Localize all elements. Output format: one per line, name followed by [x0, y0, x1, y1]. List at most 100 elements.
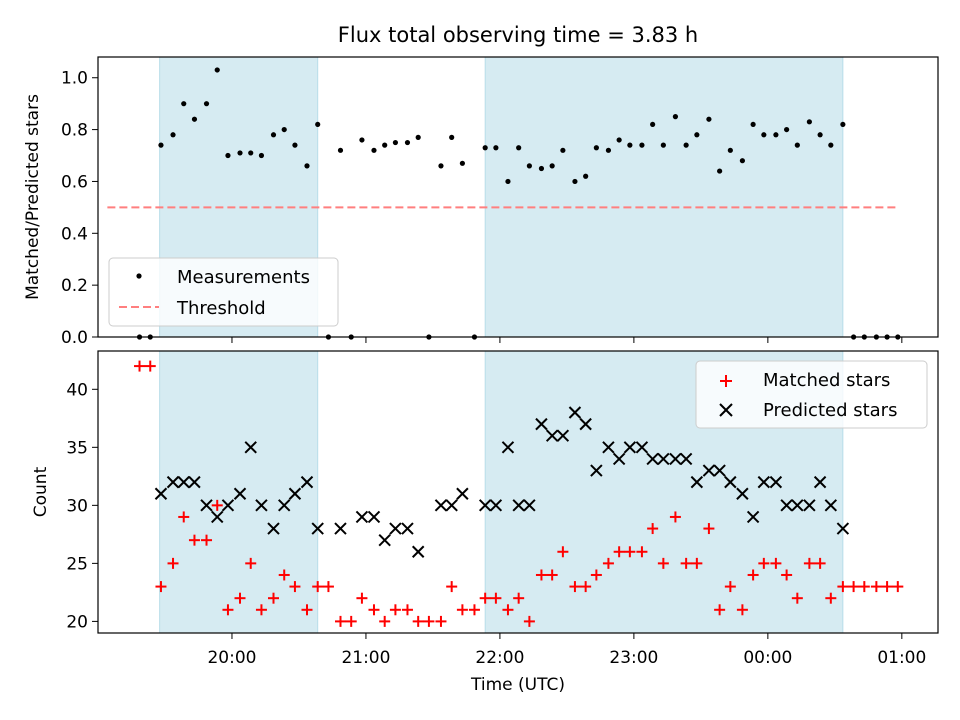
- measurement-point: [840, 121, 846, 128]
- measurement-point: [482, 145, 488, 151]
- measurement-point: [828, 142, 834, 148]
- measurement-point: [572, 178, 578, 185]
- measurement-point: [449, 134, 455, 140]
- matched-point: [636, 546, 648, 558]
- matched-point: [167, 557, 179, 569]
- matched-point: [858, 581, 870, 593]
- measurement-point: [784, 126, 790, 133]
- measurement-point: [794, 142, 800, 148]
- predicted-point: [824, 499, 838, 512]
- predicted-point: [602, 441, 615, 454]
- matched-point: [389, 604, 401, 616]
- predicted-point: [669, 452, 682, 466]
- matched-point: [613, 546, 625, 558]
- measurement-point: [739, 158, 746, 164]
- measurement-point: [616, 137, 622, 143]
- predicted-point: [288, 487, 302, 500]
- matched-point: [781, 569, 793, 581]
- matched-point: [222, 604, 234, 616]
- matched-point: [301, 604, 313, 616]
- predicted-point: [166, 475, 180, 489]
- predicted-point: [568, 406, 582, 419]
- matched-point: [714, 604, 726, 616]
- y-tick-label: 30: [66, 496, 88, 516]
- x-tick-labels: 20:00 21:00 22:00 23:00 00:00 01:00: [207, 648, 926, 668]
- predicted-point: [233, 487, 247, 500]
- ratio-y-label: Matched/Predicted stars: [23, 94, 43, 300]
- measurement-point: [639, 142, 645, 148]
- predicted-point: [401, 522, 414, 535]
- ratio-plot-frame: [97, 56, 939, 338]
- count-y-label: Count: [31, 466, 51, 517]
- matched-point: [870, 581, 882, 593]
- predicted-point: [244, 441, 257, 454]
- predicted-point: [255, 499, 268, 512]
- matched-point: [680, 557, 692, 569]
- predicted-point: [434, 499, 448, 512]
- matched-point: [580, 581, 592, 593]
- matched-point: [624, 546, 636, 558]
- predicted-legend-marker: [719, 403, 733, 417]
- predicted-point: [746, 510, 760, 524]
- matched-point: [523, 615, 535, 627]
- predicted-point: [635, 441, 649, 454]
- matched-point: [803, 557, 815, 569]
- matched-point: [234, 592, 246, 604]
- predicted-point: [803, 499, 816, 512]
- predicted-point: [300, 475, 314, 489]
- measurement-point: [650, 121, 656, 128]
- predicted-point: [311, 522, 324, 535]
- matched-point: [245, 557, 257, 569]
- measurement-point: [203, 101, 210, 107]
- matched-point: [468, 604, 480, 616]
- predicted-point: [623, 441, 637, 454]
- predicted-point: [211, 510, 224, 524]
- predicted-point: [267, 522, 280, 535]
- y-tick-label: 0.0: [61, 328, 88, 348]
- measurement-point: [382, 142, 388, 148]
- measurement-point: [549, 163, 555, 169]
- measurement-point: [493, 145, 499, 151]
- matched-point: [513, 592, 525, 604]
- matched-point: [334, 615, 346, 627]
- measurement-point: [505, 178, 511, 185]
- measurement-point: [717, 168, 723, 174]
- predicted-point: [736, 487, 749, 500]
- y-tick-label: 0.2: [61, 276, 88, 296]
- x-tick-label: 23:00: [609, 648, 658, 668]
- matched-point: [557, 546, 569, 558]
- matched-point: [669, 511, 681, 523]
- observing-window: [484, 56, 844, 338]
- matched-point: [535, 569, 547, 581]
- matched-point: [188, 534, 200, 546]
- predicted-point: [646, 452, 659, 466]
- matched-point: [144, 360, 156, 372]
- matched-point: [345, 615, 357, 627]
- y-tick-label: 0.6: [61, 172, 88, 192]
- predicted-point: [478, 499, 492, 512]
- x-tick-label: 01:00: [877, 648, 926, 668]
- count-plot-frame: [97, 350, 939, 634]
- measurement-point: [660, 142, 666, 148]
- ratio-legend: Measurements Threshold: [108, 257, 339, 327]
- matched-point: [569, 581, 581, 593]
- count-legend-box: [695, 360, 928, 429]
- matched-point: [758, 557, 770, 569]
- measurement-point: [270, 132, 277, 138]
- measurement-legend-marker: [136, 273, 142, 279]
- predicted-point: [791, 499, 804, 512]
- matched-legend-marker: [720, 375, 732, 387]
- matched-point: [155, 581, 167, 593]
- measurement-point: [281, 126, 287, 133]
- predicted-point: [188, 475, 201, 489]
- predicted-point: [411, 545, 425, 558]
- predicted-point: [512, 499, 525, 512]
- measurement-point: [773, 132, 779, 138]
- measurement-point: [526, 163, 532, 169]
- measurement-point: [191, 116, 198, 122]
- matched-point: [255, 604, 267, 616]
- matched-point: [435, 615, 447, 627]
- x-tick-label: 22:00: [475, 648, 524, 668]
- predicted-point: [154, 487, 168, 500]
- matched-point: [178, 511, 190, 523]
